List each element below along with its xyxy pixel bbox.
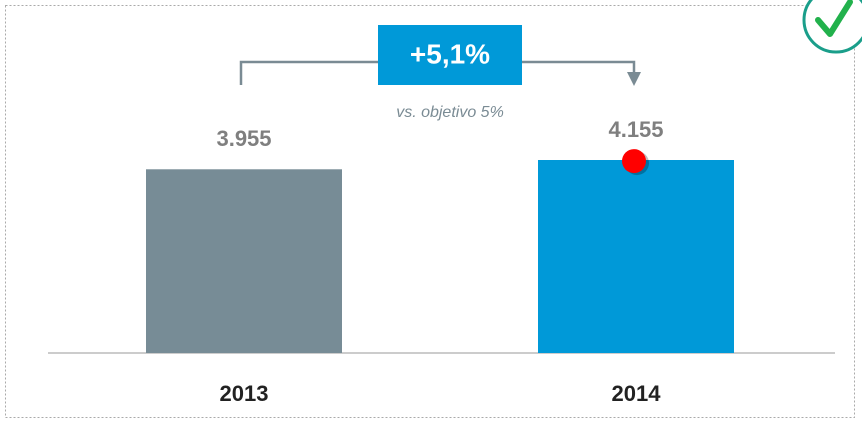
change-label: +5,1%	[410, 38, 490, 69]
check-badge	[802, 0, 862, 54]
change-bracket	[239, 60, 636, 85]
value-label: 4.155	[608, 117, 663, 142]
bar	[146, 169, 342, 353]
arrow-head	[627, 72, 641, 86]
value-label: 3.955	[216, 126, 271, 151]
frame	[5, 5, 855, 418]
x-tick-label: 2014	[612, 381, 662, 406]
target-marker	[622, 149, 646, 174]
change-box	[378, 25, 522, 85]
note: vs. objetivo 5%	[396, 104, 504, 121]
x-tick-label: 2013	[220, 381, 269, 406]
bar	[538, 160, 734, 353]
